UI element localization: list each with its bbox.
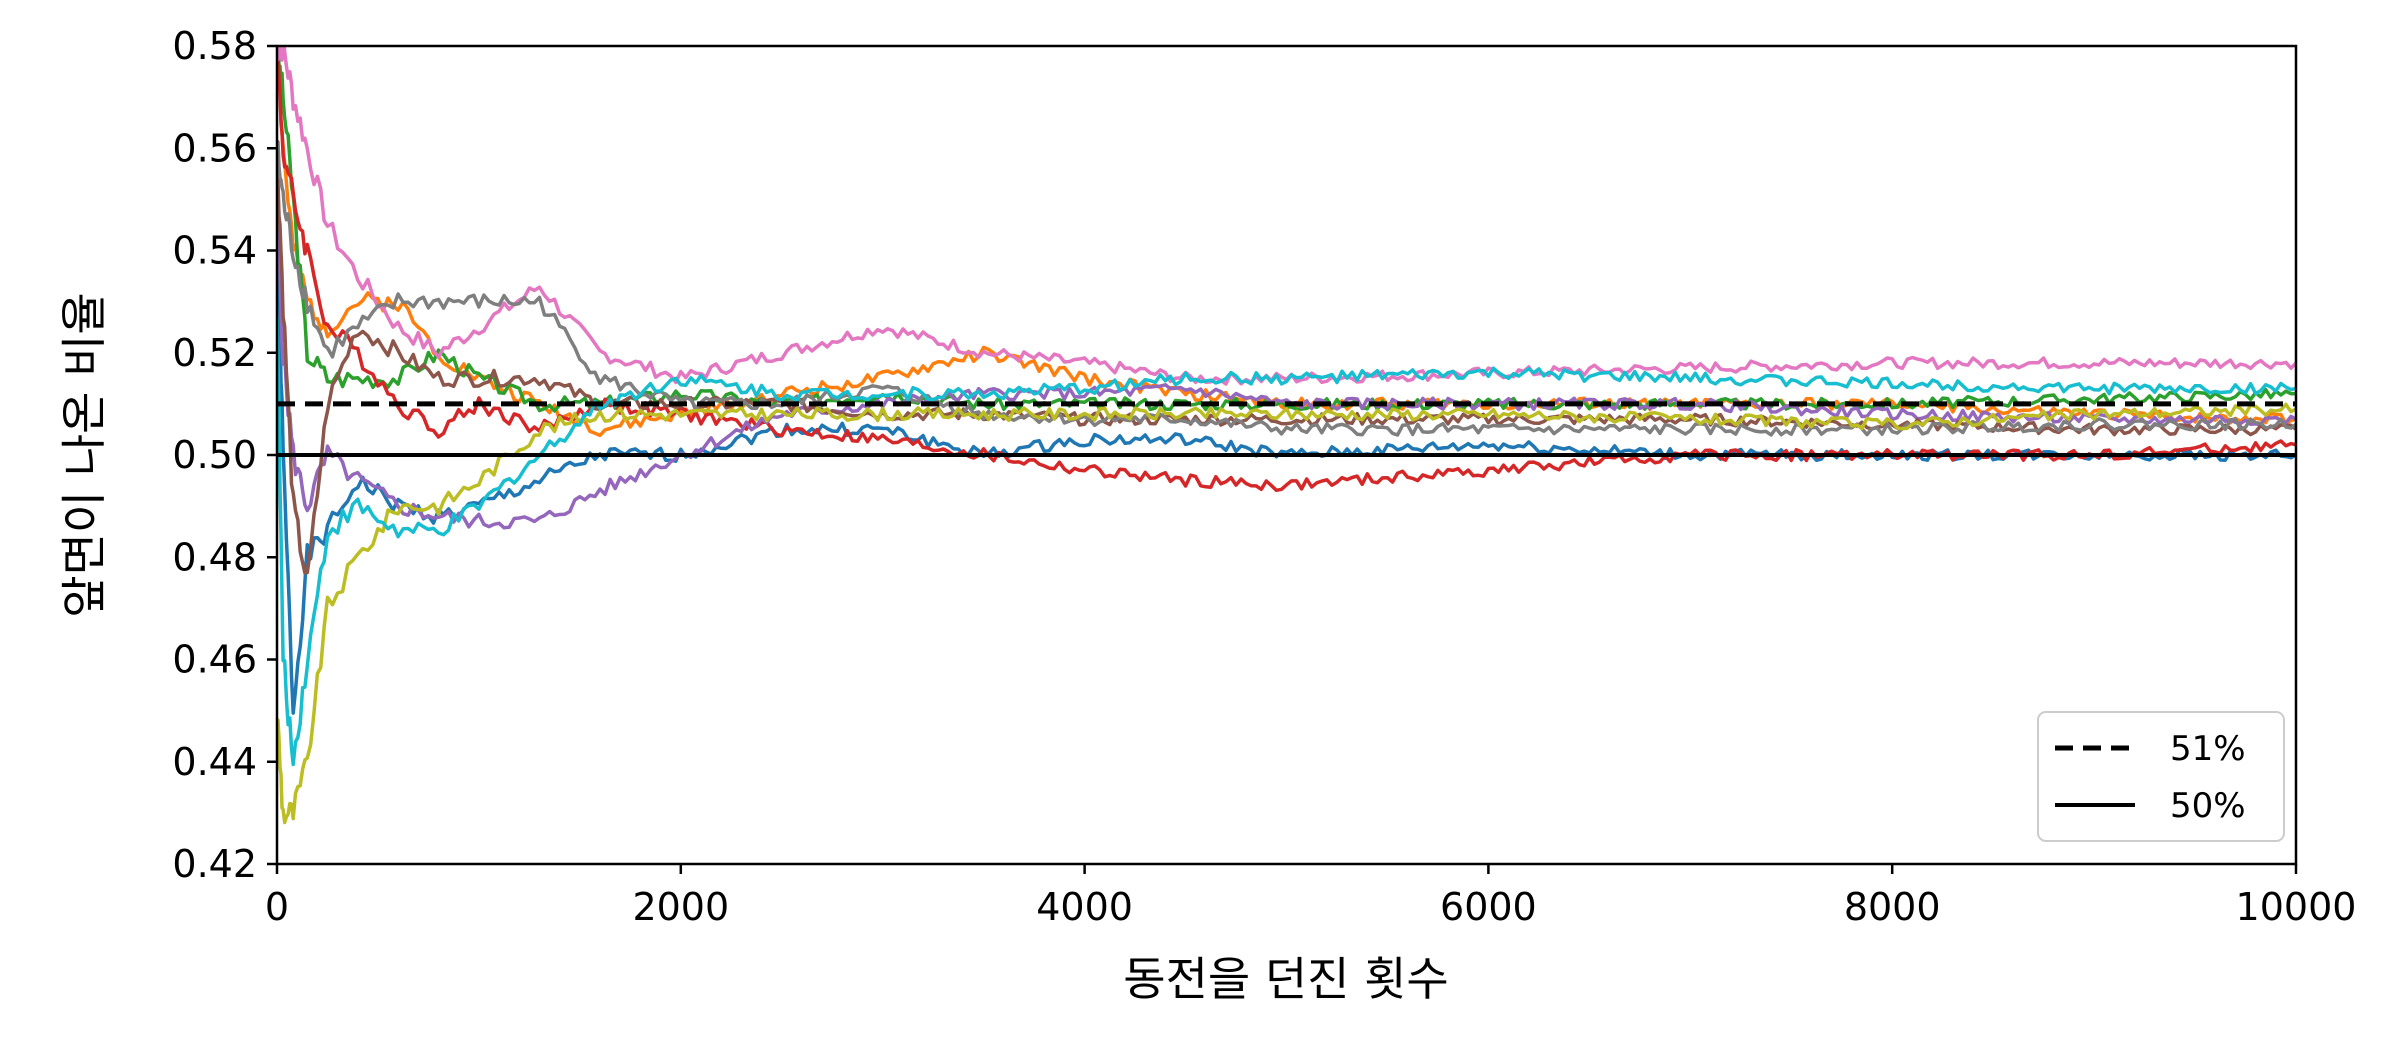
y-axis: 0.42 0.44 0.46 0.48 0.50 0.52 0.54 0.56 0.58 — [172, 24, 277, 886]
legend-label-51: 51% — [2170, 729, 2246, 769]
x-tick-label: 6000 — [1440, 885, 1537, 929]
reference-lines — [277, 401, 2296, 457]
y-tick-label: 0.44 — [172, 740, 257, 784]
y-tick-label: 0.50 — [172, 433, 257, 477]
series-10-line — [277, 317, 2296, 767]
x-tick-label: 2000 — [632, 885, 729, 929]
x-tick-label: 10000 — [2236, 885, 2357, 929]
y-tick-label: 0.48 — [172, 535, 257, 579]
y-tick-label: 0.52 — [172, 331, 257, 375]
y-tick-label: 0.46 — [172, 638, 257, 682]
x-axis-label: 동전을 던진 횟수 — [1123, 952, 1448, 1006]
x-axis: 0 2000 4000 6000 8000 10000 — [265, 864, 2357, 929]
series-layer — [277, 46, 2296, 825]
y-tick-label: 0.58 — [172, 24, 257, 68]
series-1-line — [277, 197, 2296, 715]
series-7-line — [277, 46, 2296, 386]
x-tick-label: 8000 — [1844, 885, 1941, 929]
series-9-line — [277, 402, 2296, 825]
x-tick-label: 0 — [265, 885, 289, 929]
y-axis-label: 앞면이 나온 비율 — [57, 292, 111, 617]
x-tick-label: 4000 — [1036, 885, 1133, 929]
legend-box — [2037, 711, 2285, 842]
y-tick-label: 0.56 — [172, 126, 257, 170]
series-8-line — [277, 140, 2296, 437]
y-tick-label: 0.54 — [172, 229, 257, 273]
legend: 51% 50% — [2037, 711, 2285, 842]
y-tick-label: 0.42 — [172, 842, 257, 886]
legend-label-50: 50% — [2170, 786, 2246, 826]
series-3-line — [277, 46, 2296, 413]
series-5-line — [277, 185, 2296, 530]
